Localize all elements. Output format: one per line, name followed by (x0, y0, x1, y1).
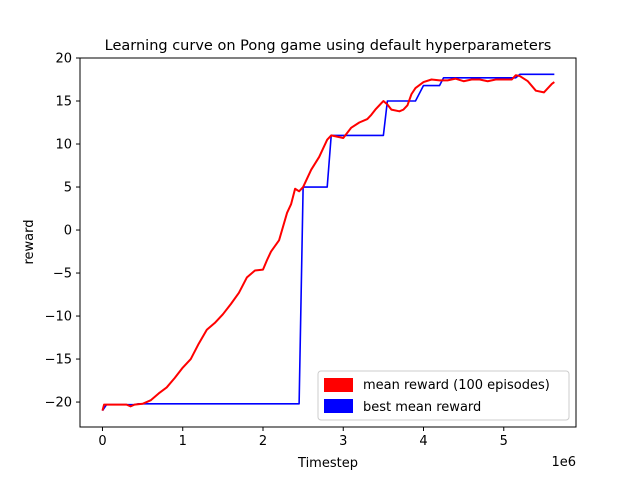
x-tick-label: 2 (259, 434, 267, 449)
y-tick-label: 5 (64, 181, 72, 196)
x-tick-label: 5 (500, 434, 508, 449)
y-tick-label: −10 (45, 310, 72, 325)
y-axis-ticks: −20 −15 −10 −5 0 5 10 15 20 (45, 52, 80, 411)
series-line-mean-reward (101, 74, 555, 411)
legend-label-mean-reward: mean reward (100 episodes) (363, 378, 550, 393)
plot-frame (79, 57, 577, 428)
x-tick-label: 0 (98, 434, 106, 449)
legend: mean reward (100 episodes) best mean rew… (317, 370, 570, 421)
y-tick-label: 15 (55, 95, 72, 110)
y-tick-label: −5 (53, 267, 72, 282)
x-axis-label: Timestep (297, 456, 358, 471)
x-axis-offset-label: 1e6 (551, 455, 576, 470)
series-layer (101, 73, 555, 412)
y-tick-label: −15 (45, 353, 72, 368)
x-axis-ticks: 0 1 2 3 4 5 (98, 427, 508, 449)
plot-area (80, 58, 576, 427)
y-axis-label: reward (22, 219, 37, 264)
legend-box (317, 370, 570, 421)
x-tick-label: 3 (339, 434, 347, 449)
x-tick-label: 4 (419, 434, 427, 449)
y-tick-label: −20 (45, 396, 72, 411)
legend-swatch-mean-reward (324, 378, 353, 392)
chart-title: Learning curve on Pong game using defaul… (105, 38, 552, 54)
y-tick-label: 0 (64, 224, 72, 239)
legend-label-best-mean-reward: best mean reward (363, 400, 481, 415)
x-tick-label: 1 (179, 434, 187, 449)
y-tick-label: 10 (55, 138, 72, 153)
legend-swatch-best-mean-reward (324, 399, 353, 413)
y-tick-label: 20 (55, 52, 72, 67)
